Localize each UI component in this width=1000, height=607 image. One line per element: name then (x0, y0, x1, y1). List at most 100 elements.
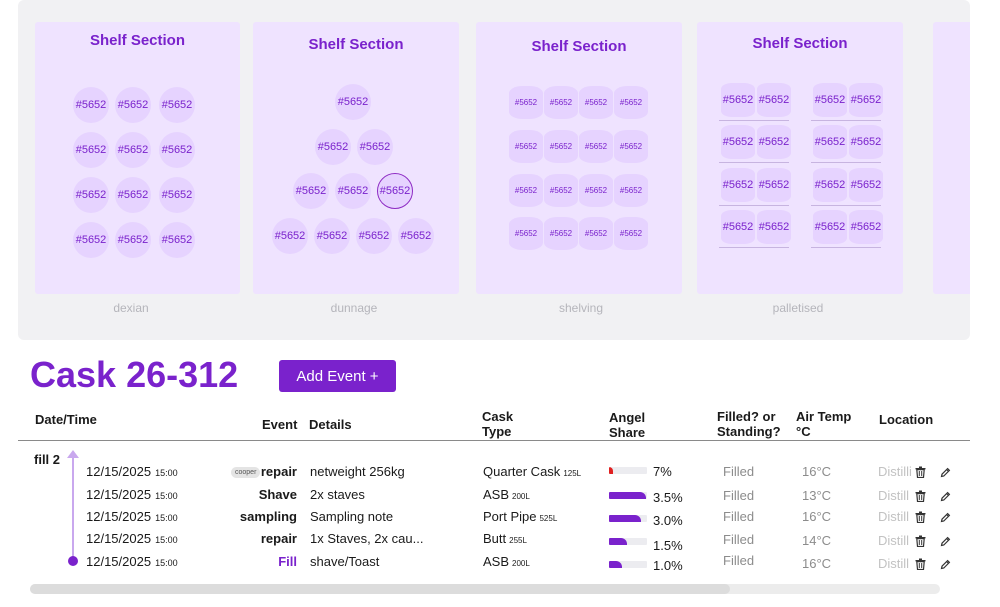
row-angel-share: 3.5% (653, 490, 683, 505)
shelf-panel-partial[interactable] (933, 22, 970, 294)
cask-slot[interactable]: #5652 (614, 174, 648, 207)
cask-slot[interactable]: #5652 (115, 87, 151, 123)
row-date: 12/15/2025 (86, 554, 151, 569)
pencil-icon[interactable] (938, 557, 952, 571)
row-air-temp: 14°C (802, 533, 831, 548)
row-angel-share: 3.0% (653, 513, 683, 528)
cask-slot[interactable]: #5652 (335, 173, 371, 209)
cask-slot[interactable]: #5652 (757, 210, 791, 244)
pencil-icon[interactable] (938, 465, 952, 479)
cask-slot[interactable]: #5652 (579, 130, 613, 163)
cask-slot[interactable]: #5652 (544, 174, 578, 207)
add-event-button[interactable]: Add Event + (279, 360, 396, 392)
cask-slot[interactable]: #5652 (813, 83, 847, 117)
cask-slot[interactable]: #5652 (614, 217, 648, 250)
row-time: 15:00 (155, 558, 178, 568)
header-cask-type: Cask Type (482, 409, 513, 439)
header-details: Details (309, 417, 352, 432)
cask-slot[interactable]: #5652 (721, 125, 755, 159)
cask-slot[interactable]: #5652 (73, 222, 109, 258)
shelf-panel-dunnage[interactable]: Shelf Section#5652#5652#5652#5652#5652#5… (253, 22, 459, 294)
cask-slot[interactable]: #5652 (335, 84, 371, 120)
cask-slot[interactable]: #5652 (721, 83, 755, 117)
row-cask-type: Quarter Cask125L (483, 464, 581, 479)
row-details: 1x Staves, 2x cau... (310, 531, 423, 546)
row-filled: Filled (723, 532, 754, 547)
header-angel-line1: Angel (609, 410, 645, 425)
row-cask-size: 200L (512, 492, 530, 501)
row-cask-type-name: ASB (483, 554, 509, 569)
cask-slot[interactable]: #5652 (849, 125, 883, 159)
cask-slot[interactable]: #5652 (509, 86, 543, 119)
cask-slot[interactable]: #5652 (315, 129, 351, 165)
cask-slot[interactable]: #5652 (757, 83, 791, 117)
cask-slot[interactable]: #5652 (509, 217, 543, 250)
cask-slot[interactable]: #5652 (272, 218, 308, 254)
angel-share-bar-fill (609, 492, 646, 499)
cask-slot[interactable]: #5652 (509, 174, 543, 207)
shelf-panel-shelving[interactable]: Shelf Section#5652#5652#5652#5652#5652#5… (476, 22, 682, 294)
cask-slot[interactable]: #5652 (115, 177, 151, 213)
shelf-panel-palletised[interactable]: Shelf Section#5652#5652#5652#5652#5652#5… (697, 22, 903, 294)
cask-slot[interactable]: #5652 (757, 125, 791, 159)
cask-slot[interactable]: #5652 (73, 177, 109, 213)
cask-slot[interactable]: #5652 (73, 132, 109, 168)
trash-icon[interactable] (913, 534, 927, 548)
cask-slot[interactable]: #5652 (813, 125, 847, 159)
row-location: Distilli (878, 464, 912, 479)
shelf-panel-title: Shelf Section (35, 32, 240, 49)
cask-slot[interactable]: #5652 (544, 86, 578, 119)
row-details: netweight 256kg (310, 464, 405, 479)
shelf-sections-strip[interactable]: Shelf Section#5652#5652#5652#5652#5652#5… (18, 0, 970, 340)
cask-slot-selected[interactable]: #5652 (377, 173, 413, 209)
cask-slot[interactable]: #5652 (721, 210, 755, 244)
cask-slot[interactable]: #5652 (579, 86, 613, 119)
cask-slot[interactable]: #5652 (115, 132, 151, 168)
row-cask-size: 525L (539, 514, 557, 523)
pencil-icon[interactable] (938, 489, 952, 503)
cask-slot[interactable]: #5652 (159, 177, 195, 213)
trash-icon[interactable] (913, 557, 927, 571)
cask-slot[interactable]: #5652 (159, 87, 195, 123)
cask-slot[interactable]: #5652 (544, 130, 578, 163)
scrollbar-thumb[interactable] (30, 584, 730, 594)
cask-slot[interactable]: #5652 (159, 222, 195, 258)
cask-slot[interactable]: #5652 (357, 129, 393, 165)
trash-icon[interactable] (913, 489, 927, 503)
cask-slot[interactable]: #5652 (813, 210, 847, 244)
cask-slot[interactable]: #5652 (398, 218, 434, 254)
shelf-panel-dexian[interactable]: Shelf Section#5652#5652#5652#5652#5652#5… (35, 22, 240, 294)
horizontal-scrollbar[interactable] (30, 584, 940, 594)
row-time: 15:00 (155, 468, 178, 478)
cask-slot[interactable]: #5652 (849, 83, 883, 117)
cask-slot[interactable]: #5652 (614, 130, 648, 163)
header-event: Event (262, 417, 297, 432)
trash-icon[interactable] (913, 510, 927, 524)
cask-slot[interactable]: #5652 (849, 210, 883, 244)
pencil-icon[interactable] (938, 534, 952, 548)
trash-icon[interactable] (913, 465, 927, 479)
shelf-panel-title: Shelf Section (697, 35, 903, 52)
cask-slot[interactable]: #5652 (544, 217, 578, 250)
row-cask-type-name: Quarter Cask (483, 464, 560, 479)
cask-slot[interactable]: #5652 (721, 168, 755, 202)
cask-slot[interactable]: #5652 (757, 168, 791, 202)
cask-slot[interactable]: #5652 (356, 218, 392, 254)
cask-slot[interactable]: #5652 (849, 168, 883, 202)
cask-slot[interactable]: #5652 (813, 168, 847, 202)
cask-slot[interactable]: #5652 (73, 87, 109, 123)
row-cask-type-name: Port Pipe (483, 509, 536, 524)
pencil-icon[interactable] (938, 510, 952, 524)
shelf-caption-palletised: palletised (738, 301, 858, 315)
cask-slot[interactable]: #5652 (579, 174, 613, 207)
cask-slot[interactable]: #5652 (314, 218, 350, 254)
cask-slot[interactable]: #5652 (159, 132, 195, 168)
cask-slot[interactable]: #5652 (293, 173, 329, 209)
cask-slot[interactable]: #5652 (115, 222, 151, 258)
row-cask-size: 200L (512, 559, 530, 568)
cask-slot[interactable]: #5652 (579, 217, 613, 250)
cask-slot[interactable]: #5652 (614, 86, 648, 119)
cask-slot[interactable]: #5652 (509, 130, 543, 163)
row-event: repair (197, 531, 297, 546)
